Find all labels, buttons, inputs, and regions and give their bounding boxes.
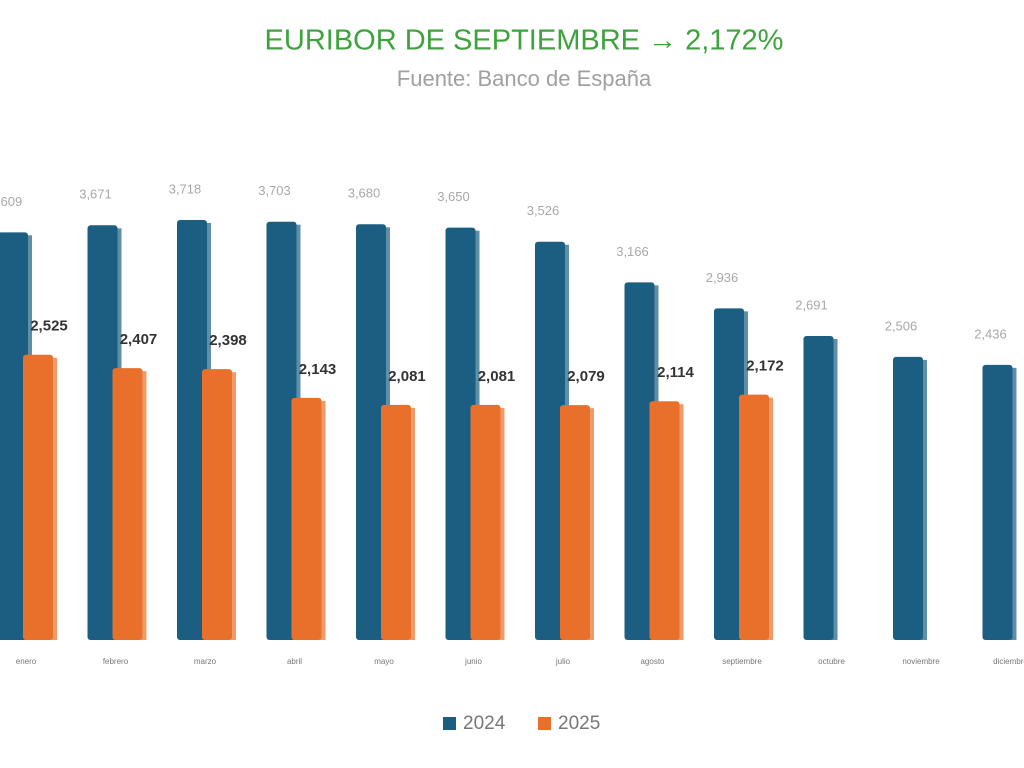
bar xyxy=(470,404,501,640)
value-label-2024: 3,680 xyxy=(348,186,381,201)
legend-swatch xyxy=(538,717,551,730)
x-tick-label: mayo xyxy=(374,657,394,666)
bar xyxy=(624,282,655,640)
x-tick-label: julio xyxy=(555,657,571,666)
chart-title: EURIBOR DE SEPTIEMBRE → 2,172% xyxy=(265,25,784,57)
value-label-2024: 3,166 xyxy=(616,244,649,259)
bar-side xyxy=(588,408,594,640)
bar xyxy=(87,225,118,640)
bar xyxy=(649,401,680,640)
legend-label: 2025 xyxy=(558,713,600,734)
value-label-2024: 3,718 xyxy=(169,181,202,196)
bar xyxy=(739,394,769,640)
value-label-2024: 3,650 xyxy=(437,189,470,204)
bar-side xyxy=(831,339,838,640)
value-label-2025: 2,525 xyxy=(30,318,68,335)
bar xyxy=(0,232,28,640)
bar xyxy=(714,308,744,640)
value-label-2024: 2,436 xyxy=(974,326,1007,341)
x-tick-label: enero xyxy=(16,657,37,666)
bar-side xyxy=(230,372,236,640)
value-label-2025: 2,081 xyxy=(478,368,516,385)
bar xyxy=(803,336,834,640)
chart-subtitle: Fuente: Banco de España xyxy=(397,66,652,91)
bar-side xyxy=(767,397,773,640)
x-tick-label: agosto xyxy=(640,657,665,666)
value-label-2024: 2,691 xyxy=(795,297,828,312)
value-label-2025: 2,172 xyxy=(746,358,784,375)
x-tick-label: junio xyxy=(464,657,482,666)
x-tick-label: septiembre xyxy=(722,657,762,666)
bar xyxy=(202,369,232,640)
bar xyxy=(112,368,143,640)
bar xyxy=(445,227,476,640)
bar-side xyxy=(1010,367,1017,640)
bar xyxy=(291,397,322,640)
bar-side xyxy=(140,371,147,640)
bar xyxy=(535,241,565,640)
value-label-2025: 2,398 xyxy=(209,332,247,349)
bar xyxy=(381,404,411,640)
bar xyxy=(982,364,1013,640)
x-tick-label: abril xyxy=(287,657,302,666)
bar-side xyxy=(51,357,57,640)
bar xyxy=(23,354,53,640)
bar-side xyxy=(498,407,505,640)
value-label-2024: 3,703 xyxy=(258,183,291,198)
value-label-2024: 3,526 xyxy=(527,203,560,218)
x-tick-label: marzo xyxy=(194,657,217,666)
value-label-2025: 2,079 xyxy=(567,368,605,385)
bar xyxy=(177,220,207,640)
bar-side xyxy=(319,400,326,640)
bar xyxy=(560,405,590,640)
value-label-2024: 3,671 xyxy=(79,187,112,202)
value-label-2025: 2,143 xyxy=(299,361,337,378)
bar-side xyxy=(677,404,684,640)
bar xyxy=(266,221,297,640)
value-label-2024: 3,609 xyxy=(0,194,22,209)
x-tick-label: diciembre xyxy=(993,657,1024,666)
value-label-2025: 2,114 xyxy=(657,364,694,381)
legend-swatch xyxy=(443,717,456,730)
bar-side xyxy=(409,407,415,640)
x-tick-label: febrero xyxy=(103,657,129,666)
bar-side xyxy=(921,359,927,640)
value-label-2025: 2,081 xyxy=(388,368,426,385)
value-label-2025: 2,407 xyxy=(120,331,158,348)
legend-label: 2024 xyxy=(463,713,506,734)
bar xyxy=(356,224,386,640)
x-tick-label: noviembre xyxy=(902,657,940,666)
bar xyxy=(893,356,923,640)
value-label-2024: 2,936 xyxy=(706,270,739,285)
x-tick-label: octubre xyxy=(818,657,845,666)
value-label-2024: 2,506 xyxy=(885,318,918,333)
